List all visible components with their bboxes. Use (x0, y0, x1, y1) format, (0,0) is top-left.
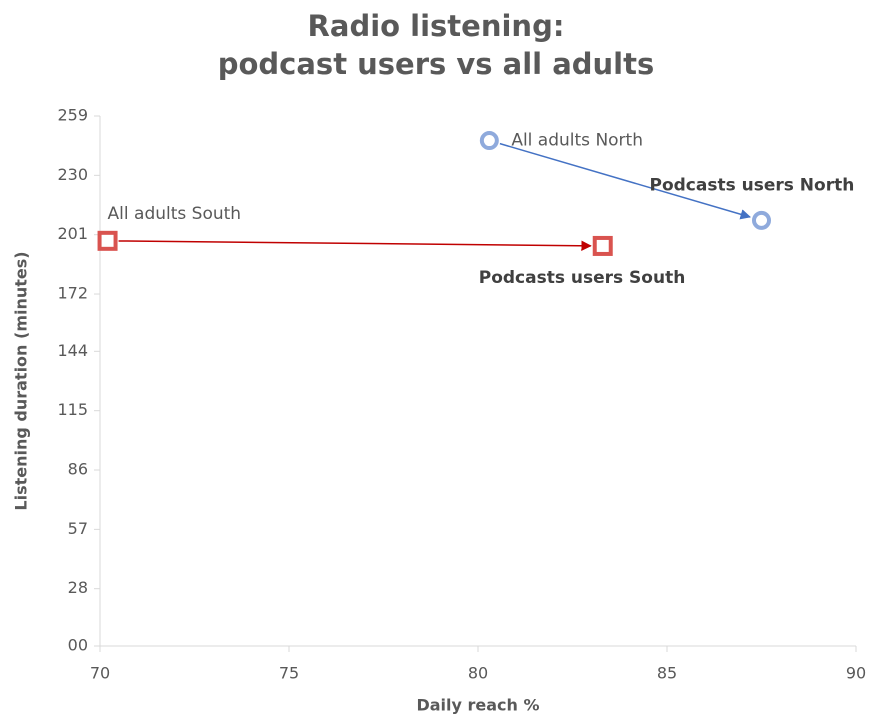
y-axis-title: Listening duration (minutes) (12, 251, 31, 510)
x-tick-label: 90 (846, 664, 866, 683)
x-tick-label: 75 (279, 664, 299, 683)
y-tick-label: 259 (57, 106, 88, 125)
y-tick-label: 201 (57, 224, 88, 243)
x-axis-title: Daily reach % (416, 696, 539, 715)
point-label: Podcasts users South (479, 268, 686, 288)
x-tick-label: 70 (90, 664, 110, 683)
point-label: Podcasts users North (650, 175, 855, 195)
point (97, 230, 118, 251)
y-tick-label: 144 (57, 341, 88, 360)
point (479, 131, 499, 151)
y-tick-label: 57 (68, 519, 88, 538)
y-tick-label: 00 (68, 636, 88, 655)
point (592, 235, 613, 256)
chart-title: Radio listening: (308, 9, 565, 43)
point-label: All adults North (511, 131, 643, 151)
arrow (499, 142, 751, 220)
point-label: All adults South (108, 204, 242, 224)
y-tick-label: 230 (57, 165, 88, 184)
arrow (118, 240, 592, 251)
chart-title: podcast users vs all adults (218, 47, 655, 81)
y-tick-label: 28 (68, 578, 88, 597)
x-tick-label: 85 (657, 664, 677, 683)
point (752, 210, 771, 230)
y-tick-label: 115 (57, 400, 88, 419)
y-tick-label: 86 (68, 460, 88, 479)
y-tick-label: 172 (57, 284, 88, 303)
x-tick-label: 80 (468, 664, 488, 683)
